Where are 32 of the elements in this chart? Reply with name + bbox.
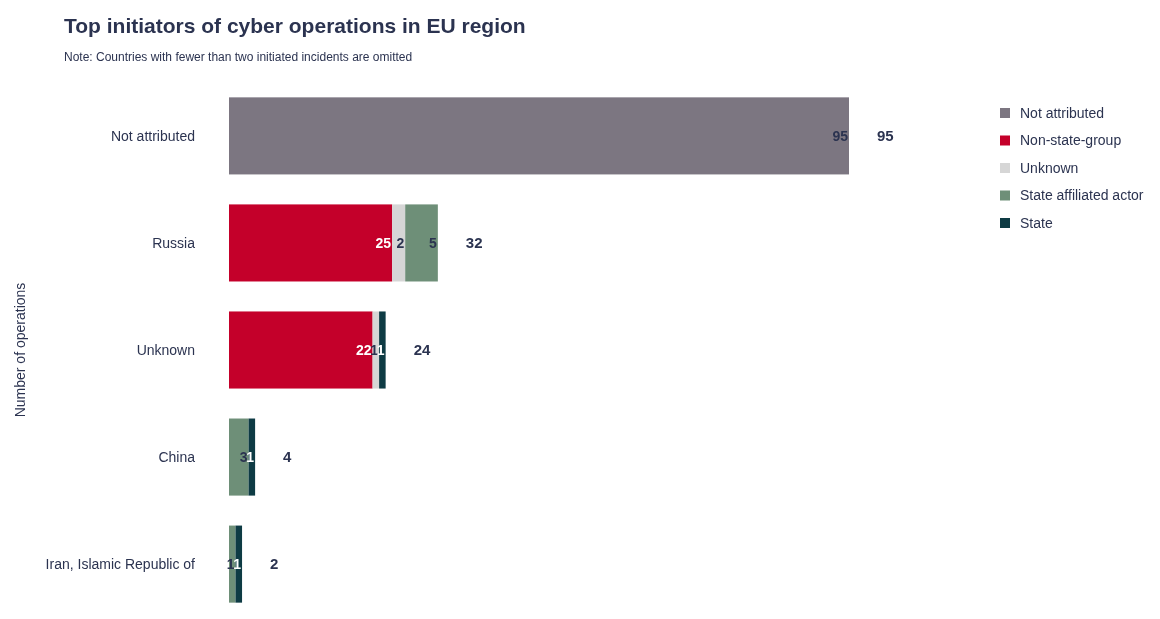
data-label: 1 <box>233 556 242 573</box>
y-tick-label: Not attributed <box>110 127 195 144</box>
bar <box>392 204 406 282</box>
total-label: 32 <box>465 234 483 252</box>
bar <box>229 418 249 496</box>
legend-label: Unknown <box>1020 159 1079 176</box>
data-label: 3 <box>239 448 248 465</box>
legend-label: Not attributed <box>1020 104 1105 121</box>
bar <box>229 97 849 175</box>
total-label: 2 <box>270 555 279 573</box>
data-label: 22 <box>356 341 372 358</box>
y-tick-label: Russia <box>152 234 196 251</box>
data-label: 2 <box>396 234 405 251</box>
legend-label: State affiliated actor <box>1020 187 1144 204</box>
total-label: 4 <box>283 448 293 466</box>
y-tick-label: Iran, Islamic Republic of <box>45 556 196 573</box>
total-label: 95 <box>877 127 894 145</box>
legend-label: State <box>1020 214 1053 231</box>
data-label: 1 <box>246 448 255 465</box>
total-label: 24 <box>413 341 431 359</box>
chart-subtitle: Note: Countries with fewer than two initiated incidents are omitted <box>64 50 413 64</box>
y-tick-label: China <box>158 448 196 465</box>
y-axis-title: Number of operations <box>12 282 28 418</box>
bar <box>229 311 373 389</box>
chart-title: Top initiators of cyber operations in EU region <box>64 14 526 37</box>
bar <box>229 204 393 282</box>
y-tick-label: Unknown <box>136 341 195 358</box>
legend-label: Non-state-group <box>1020 132 1122 149</box>
bar <box>405 204 438 282</box>
data-label: 5 <box>429 234 438 251</box>
data-label: 25 <box>375 234 392 251</box>
data-label: 95 <box>832 127 849 144</box>
